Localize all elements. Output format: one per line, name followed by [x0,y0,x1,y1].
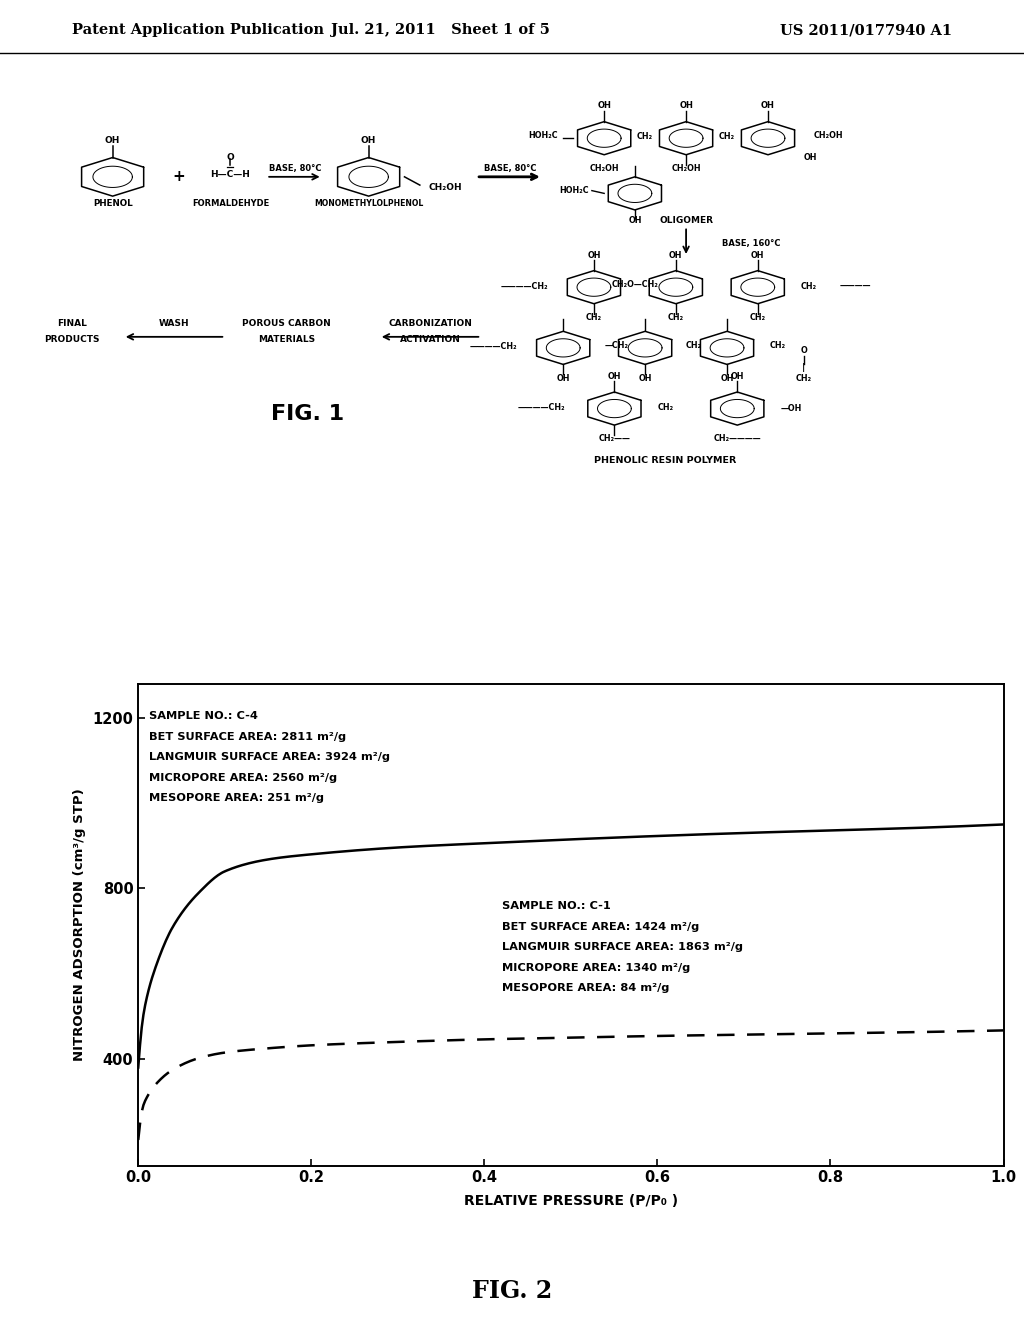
Text: CH₂: CH₂ [796,374,812,383]
Text: CH₂: CH₂ [719,132,735,141]
Text: HOH₂C: HOH₂C [528,131,558,140]
Text: OH: OH [669,251,683,260]
Text: MONOMETHYLOLPHENOL: MONOMETHYLOLPHENOL [314,199,423,207]
Text: CH₂: CH₂ [686,341,702,350]
Text: CH₂: CH₂ [770,341,786,350]
Text: OH: OH [597,100,611,110]
Text: FIG. 2: FIG. 2 [472,1279,552,1303]
Text: CH₂OH: CH₂OH [590,164,618,173]
Text: US 2011/0177940 A1: US 2011/0177940 A1 [780,24,952,37]
Text: OH: OH [679,100,693,110]
Text: LANGMUIR SURFACE AREA: 3924 m²/g: LANGMUIR SURFACE AREA: 3924 m²/g [148,752,389,763]
Text: MICROPORE AREA: 1340 m²/g: MICROPORE AREA: 1340 m²/g [502,962,690,973]
Text: WASH: WASH [159,318,189,327]
Text: CH₂: CH₂ [657,403,674,412]
Text: OH: OH [804,153,817,162]
Text: BASE, 80°C: BASE, 80°C [268,164,322,173]
Text: FINAL: FINAL [56,318,87,327]
Text: FIG. 1: FIG. 1 [270,404,344,424]
Text: PHENOLIC RESIN POLYMER: PHENOLIC RESIN POLYMER [595,457,736,466]
Text: OH: OH [720,374,734,383]
Text: HOH₂C: HOH₂C [559,186,589,195]
Text: POROUS CARBON: POROUS CARBON [243,318,331,327]
Text: O: O [226,153,234,162]
Text: ————CH₂: ————CH₂ [469,342,517,351]
Text: O: O [801,346,807,355]
Text: CH₂——: CH₂—— [598,434,631,444]
Text: CH₂: CH₂ [637,132,653,141]
Text: PHENOL: PHENOL [93,199,132,207]
Text: LANGMUIR SURFACE AREA: 1863 m²/g: LANGMUIR SURFACE AREA: 1863 m²/g [502,942,742,952]
Text: MICROPORE AREA: 2560 m²/g: MICROPORE AREA: 2560 m²/g [148,774,337,783]
Text: OH: OH [751,251,765,260]
Text: MESOPORE AREA: 251 m²/g: MESOPORE AREA: 251 m²/g [148,793,324,804]
Text: CH₂OH: CH₂OH [429,183,462,193]
Text: |: | [802,363,806,372]
Text: OH: OH [628,216,642,226]
Text: PRODUCTS: PRODUCTS [44,335,99,345]
Y-axis label: NITROGEN ADSORPTION (cm³/g STP): NITROGEN ADSORPTION (cm³/g STP) [73,788,86,1061]
Text: SAMPLE NO.: C-1: SAMPLE NO.: C-1 [502,902,610,911]
Text: BASE, 160°C: BASE, 160°C [722,239,780,248]
Text: CH₂: CH₂ [801,281,817,290]
Text: ACTIVATION: ACTIVATION [399,335,461,345]
Text: FORMALDEHYDE: FORMALDEHYDE [191,199,269,207]
Text: CH₂: CH₂ [586,313,602,322]
Text: CH₂: CH₂ [668,313,684,322]
Text: +: + [173,169,185,185]
Text: OH: OH [730,372,744,381]
Text: H—C—H: H—C—H [211,169,250,178]
Text: —OH: —OH [780,404,802,413]
Text: OH: OH [360,136,377,145]
Text: —CH₂: —CH₂ [604,341,628,350]
Text: Patent Application Publication: Patent Application Publication [72,24,324,37]
Text: MATERIALS: MATERIALS [258,335,315,345]
Text: OH: OH [556,374,570,383]
Text: Jul. 21, 2011   Sheet 1 of 5: Jul. 21, 2011 Sheet 1 of 5 [331,24,550,37]
Text: ————: ———— [840,281,871,290]
Text: BASE, 80°C: BASE, 80°C [483,164,537,173]
X-axis label: RELATIVE PRESSURE (P/P₀ ): RELATIVE PRESSURE (P/P₀ ) [464,1193,678,1208]
Text: OH: OH [587,251,601,260]
Text: CH₂O—CH₂: CH₂O—CH₂ [611,280,658,289]
Text: OH: OH [761,100,775,110]
Text: CH₂: CH₂ [750,313,766,322]
Text: OH: OH [607,372,622,381]
Text: ————CH₂: ————CH₂ [500,281,548,290]
Text: OH: OH [104,136,121,145]
Text: CARBONIZATION: CARBONIZATION [388,318,472,327]
Text: ————CH₂: ————CH₂ [517,403,565,412]
Text: BET SURFACE AREA: 1424 m²/g: BET SURFACE AREA: 1424 m²/g [502,921,699,932]
Text: CH₂OH: CH₂OH [672,164,700,173]
Text: OH: OH [638,374,652,383]
Text: CH₂————: CH₂———— [714,434,761,444]
Text: SAMPLE NO.: C-4: SAMPLE NO.: C-4 [148,711,257,722]
Text: OLIGOMER: OLIGOMER [659,216,713,226]
Text: CH₂OH: CH₂OH [814,131,844,140]
Text: MESOPORE AREA: 84 m²/g: MESOPORE AREA: 84 m²/g [502,983,669,993]
Text: BET SURFACE AREA: 2811 m²/g: BET SURFACE AREA: 2811 m²/g [148,731,346,742]
